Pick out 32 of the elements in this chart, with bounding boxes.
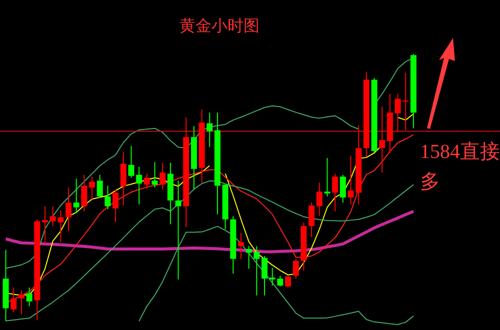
candlestick <box>379 106 386 174</box>
candlestick <box>26 286 32 307</box>
candlestick <box>324 157 330 197</box>
candlestick <box>160 162 166 190</box>
candlestick <box>238 232 244 260</box>
candlestick <box>144 173 150 190</box>
candlestick <box>175 180 182 280</box>
candlestick <box>285 275 292 288</box>
candlestick <box>128 145 134 178</box>
candlestick <box>316 182 322 217</box>
chart-title: 黄金小时图 <box>180 17 260 35</box>
candlestick <box>308 202 315 238</box>
candlestick <box>152 161 158 188</box>
candlestick <box>89 176 96 200</box>
candlestick <box>136 166 142 205</box>
candlestick <box>10 286 17 313</box>
candlestick <box>120 152 126 206</box>
candlestick <box>81 174 88 212</box>
candlestick <box>340 174 346 204</box>
candlestick <box>292 258 299 280</box>
candlestick <box>206 112 213 148</box>
candlestick <box>42 206 48 244</box>
candlestick <box>348 155 354 205</box>
candlestick <box>96 174 103 198</box>
candlestick <box>332 173 338 212</box>
candlestick <box>112 188 119 223</box>
candlestick <box>66 187 72 232</box>
candlestick <box>104 185 111 210</box>
candlestick <box>262 255 268 296</box>
candlestick <box>73 178 80 214</box>
ref-line-label: 1584直接多 <box>420 140 500 195</box>
candlestick <box>18 290 24 315</box>
